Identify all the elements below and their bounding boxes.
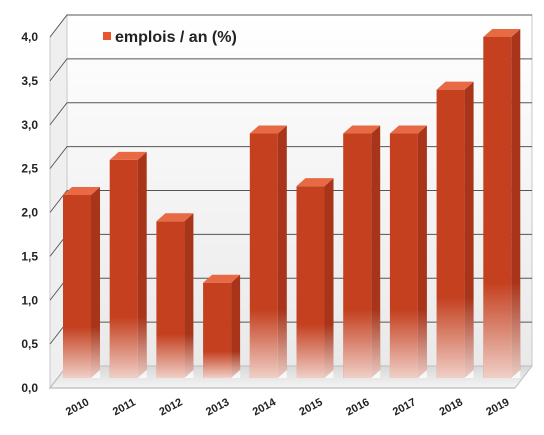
legend: emplois / an (%) <box>103 29 237 46</box>
x-tick-label: 2018 <box>438 396 465 418</box>
gridline <box>49 58 532 82</box>
bars <box>63 29 521 379</box>
x-tick-label: 2014 <box>251 396 279 418</box>
x-tick-label: 2011 <box>111 396 138 418</box>
x-tick-label: 2012 <box>157 396 184 418</box>
bar <box>389 125 427 379</box>
legend-marker <box>103 32 111 40</box>
x-tick-label: 2016 <box>344 396 371 418</box>
y-tick-label: 2,5 <box>21 162 38 176</box>
bar <box>109 151 147 378</box>
gridline <box>49 14 532 38</box>
y-tick-label: 0,5 <box>21 337 38 351</box>
y-tick-label: 2,0 <box>21 206 38 220</box>
x-tick-label: 2013 <box>204 396 231 418</box>
bar <box>296 178 334 378</box>
bar <box>249 125 287 379</box>
bar <box>436 81 474 379</box>
y-tick-label: 1,5 <box>21 249 38 263</box>
y-tick-label: 3,5 <box>21 74 38 88</box>
bar <box>203 274 241 378</box>
y-tick-label: 1,0 <box>21 293 38 307</box>
bar <box>63 186 100 378</box>
x-tick-label: 2010 <box>64 396 91 418</box>
gridline <box>49 102 532 126</box>
y-axis-ticks: 0,0 0,5 1,0 1,5 2,0 2,5 3,0 3,5 4,0 <box>21 30 38 395</box>
bar <box>483 29 521 378</box>
y-tick-label: 0,0 <box>21 381 38 395</box>
x-tick-label: 2017 <box>391 396 418 418</box>
y-tick-label: 3,0 <box>21 118 38 132</box>
legend-label: emplois / an (%) <box>115 29 237 46</box>
x-tick-label: 2019 <box>484 396 511 418</box>
x-axis-ticks: 2010 2011 2012 2013 2014 2015 2016 2017 2018 2019 <box>64 396 512 418</box>
x-tick-label: 2015 <box>297 396 324 418</box>
y-tick-label: 4,0 <box>21 30 38 44</box>
bar <box>343 125 381 379</box>
bar <box>156 213 194 378</box>
